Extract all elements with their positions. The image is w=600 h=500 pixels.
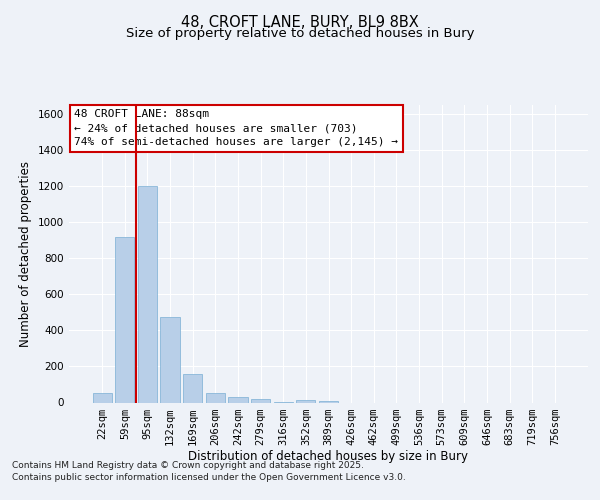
Text: Contains HM Land Registry data © Crown copyright and database right 2025.: Contains HM Land Registry data © Crown c… [12, 461, 364, 470]
Bar [251, 398, 270, 402]
Bar [160, 317, 180, 402]
Bar [319, 400, 338, 402]
Text: 48, CROFT LANE, BURY, BL9 8BX: 48, CROFT LANE, BURY, BL9 8BX [181, 15, 419, 30]
Bar [138, 186, 157, 402]
Bar [229, 397, 248, 402]
Text: 48 CROFT LANE: 88sqm
← 24% of detached houses are smaller (703)
74% of semi-deta: 48 CROFT LANE: 88sqm ← 24% of detached h… [74, 110, 398, 148]
Text: Contains public sector information licensed under the Open Government Licence v3: Contains public sector information licen… [12, 474, 406, 482]
Bar [183, 374, 202, 402]
Text: Size of property relative to detached houses in Bury: Size of property relative to detached ho… [126, 28, 474, 40]
X-axis label: Distribution of detached houses by size in Bury: Distribution of detached houses by size … [188, 450, 469, 464]
Bar [92, 392, 112, 402]
Y-axis label: Number of detached properties: Number of detached properties [19, 161, 32, 347]
Bar [115, 236, 134, 402]
Bar [296, 400, 316, 402]
Bar [206, 392, 225, 402]
